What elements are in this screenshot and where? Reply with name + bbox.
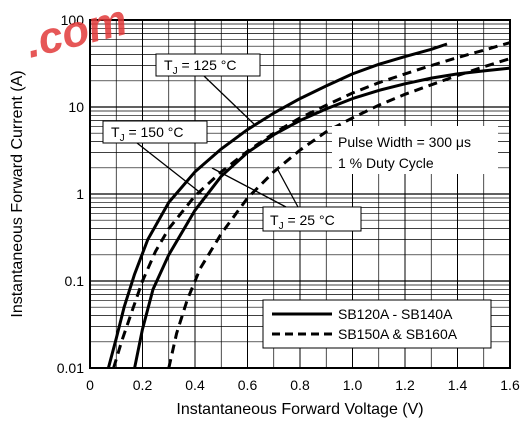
x-tick-label: 0.6	[238, 377, 258, 393]
legend-label-solid: SB120A - SB140A	[338, 306, 453, 322]
y-tick-label: 1	[76, 186, 84, 202]
series-line-0	[106, 42, 448, 369]
tj125-leader	[203, 75, 255, 125]
x-tick-label: 0.2	[133, 377, 153, 393]
series-line-1	[133, 66, 511, 369]
series-line-3	[167, 57, 511, 369]
y-tick-label: 100	[61, 12, 85, 28]
tj25-box	[262, 206, 362, 232]
tj150-box	[102, 120, 208, 144]
tj150-label: TJ = 150 °C	[111, 124, 183, 144]
tj25-leader-solid	[211, 167, 287, 208]
annotations: TJ = 125 °C TJ = 150 °C TJ = 25 °C Pulse…	[102, 53, 498, 232]
tj150-leader	[136, 142, 203, 195]
plot-frame	[89, 19, 511, 369]
x-tick-label: 1.6	[500, 377, 520, 393]
watermark-logo: .com	[21, 0, 133, 68]
tj125-box	[155, 53, 261, 77]
x-tick-label: 1.0	[343, 377, 363, 393]
x-tick-label: 0.8	[290, 377, 310, 393]
y-tick-label: 10	[68, 99, 84, 115]
y-tick-label: 0.01	[57, 360, 84, 376]
x-tick-label: 0.4	[185, 377, 205, 393]
tj25-label: TJ = 25 °C	[270, 212, 335, 232]
tj25-leader-dashed	[277, 169, 299, 208]
tj125-label: TJ = 125 °C	[164, 57, 236, 77]
curves	[106, 41, 511, 369]
legend: SB120A - SB140A SB150A & SB160A	[262, 299, 492, 349]
x-axis-label: Instantaneous Forward Voltage (V)	[176, 401, 423, 418]
duty-cycle-text: 1 % Duty Cycle	[338, 155, 434, 171]
pulse-note-bg	[332, 126, 498, 174]
x-tick-label: 1.4	[448, 377, 468, 393]
x-tick-label: 0	[86, 377, 94, 393]
legend-box	[262, 299, 492, 349]
legend-label-dashed: SB150A & SB160A	[338, 326, 458, 342]
y-tick-label: 0.1	[65, 273, 85, 289]
x-tick-label: 1.2	[395, 377, 415, 393]
pulse-width-text: Pulse Width = 300 μs	[338, 134, 471, 150]
tick-labels: 0 0.2 0.4 0.6 0.8 1.0 1.2 1.4 1.6 0.01 0.1 1 10 100	[57, 12, 520, 393]
series-line-2	[112, 41, 511, 369]
y-axis-label: Instantaneous Forward Current (A)	[9, 70, 26, 317]
